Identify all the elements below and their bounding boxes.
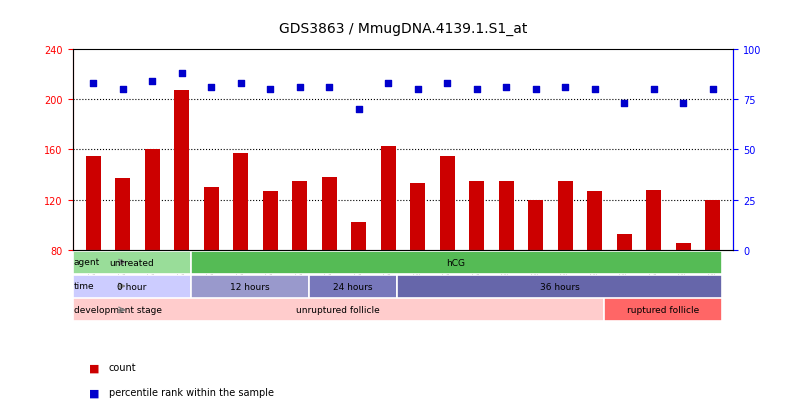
Bar	[469, 181, 484, 251]
Text: agent: agent	[74, 258, 100, 266]
Point	[559, 84, 571, 91]
Text: ruptured follicle: ruptured follicle	[626, 306, 699, 315]
Bar	[263, 192, 277, 251]
Bar	[293, 181, 307, 251]
Point	[205, 84, 218, 91]
Bar	[234, 154, 248, 251]
Point	[588, 86, 601, 93]
Bar	[351, 223, 366, 251]
Text: ■: ■	[89, 387, 99, 397]
Bar	[410, 184, 425, 251]
Point	[175, 70, 188, 77]
Point	[471, 86, 484, 93]
Bar	[381, 146, 396, 251]
Text: ■: ■	[89, 363, 99, 373]
Point	[322, 84, 335, 91]
Point	[352, 107, 365, 113]
Point	[235, 81, 247, 87]
Point	[116, 86, 129, 93]
Text: 0 hour: 0 hour	[117, 282, 146, 291]
Text: unruptured follicle: unruptured follicle	[297, 306, 380, 315]
FancyBboxPatch shape	[397, 275, 721, 298]
Bar	[705, 200, 721, 251]
Bar	[174, 91, 189, 251]
Bar	[499, 181, 513, 251]
Point	[677, 100, 690, 107]
Bar	[617, 234, 632, 251]
Text: hCG: hCG	[447, 258, 466, 267]
Point	[411, 86, 424, 93]
Text: percentile rank within the sample: percentile rank within the sample	[109, 387, 274, 397]
Bar	[588, 192, 602, 251]
Point	[87, 81, 100, 87]
FancyBboxPatch shape	[73, 275, 190, 298]
Bar	[529, 200, 543, 251]
Point	[293, 84, 306, 91]
FancyBboxPatch shape	[604, 299, 721, 322]
Bar	[676, 243, 691, 251]
FancyBboxPatch shape	[190, 275, 309, 298]
FancyBboxPatch shape	[190, 251, 721, 274]
Bar	[558, 181, 572, 251]
Bar	[115, 179, 130, 251]
Text: development stage: development stage	[74, 305, 162, 314]
Text: count: count	[109, 363, 136, 373]
Point	[647, 86, 660, 93]
Text: 12 hours: 12 hours	[230, 282, 269, 291]
FancyBboxPatch shape	[73, 299, 604, 322]
Text: 36 hours: 36 hours	[539, 282, 580, 291]
Point	[500, 84, 513, 91]
Point	[618, 100, 631, 107]
Point	[441, 81, 454, 87]
Point	[382, 81, 395, 87]
Point	[530, 86, 542, 93]
Point	[706, 86, 719, 93]
Text: GDS3863 / MmugDNA.4139.1.S1_at: GDS3863 / MmugDNA.4139.1.S1_at	[279, 22, 527, 36]
Text: untreated: untreated	[109, 258, 154, 267]
Bar	[440, 157, 455, 251]
Point	[146, 78, 159, 85]
FancyBboxPatch shape	[73, 251, 190, 274]
Bar	[204, 188, 218, 251]
FancyBboxPatch shape	[309, 275, 397, 298]
Point	[264, 86, 276, 93]
Bar	[646, 190, 661, 251]
Text: 24 hours: 24 hours	[333, 282, 372, 291]
Bar	[322, 178, 337, 251]
Text: time: time	[74, 281, 94, 290]
Bar	[85, 157, 101, 251]
Bar	[145, 150, 160, 251]
